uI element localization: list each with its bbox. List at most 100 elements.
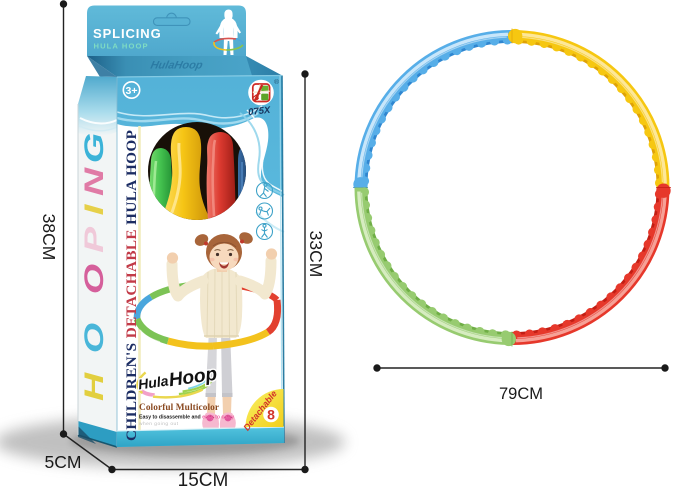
side-bottom-shadow (78, 426, 96, 444)
hoop-joint-yellow (507, 28, 523, 44)
age-badge-text: 3+ (126, 85, 138, 97)
hang-slot-icon (152, 12, 191, 26)
activity-icons (255, 181, 274, 241)
top-face-bg (87, 56, 282, 77)
front-vertical-text: CHILDREN'S DETACHABLE HULA HOOP (123, 130, 140, 441)
front-right-edge-light (279, 75, 283, 444)
girl-hoop-green-front-arc (133, 317, 170, 345)
gymnast-icon-1-figure (259, 186, 269, 198)
girl-left-eye (215, 252, 220, 257)
front-wave-line-1 (116, 111, 259, 125)
hoop-segment-blue (353, 30, 515, 192)
gymnast-icon-3-head (262, 223, 267, 228)
hoop-segment-green (354, 185, 517, 347)
age-badge-circle (122, 81, 141, 100)
height-dimension-line (59, 0, 113, 471)
hoop-segment-yellow-bumps (513, 35, 665, 190)
girl-mouth (219, 262, 229, 269)
brand-logo-green-block-1 (261, 85, 269, 92)
front-height-label: 33CM (306, 231, 326, 278)
girl-hoop-red-front-arc (265, 299, 282, 335)
girl-right-hair-tie (240, 239, 244, 244)
silhouette-hoop-arcs (213, 37, 244, 51)
age-badge: 3+ (122, 81, 141, 100)
brand-logo-cross-h (252, 90, 270, 94)
hoop-segment-blue-inner-shade (364, 40, 513, 188)
girl-face (209, 243, 239, 271)
brand-logo-frame (251, 83, 271, 103)
girl-left-cheek (209, 257, 215, 262)
logo-swoosh-yellow-left (136, 371, 147, 395)
floor-strip-highlight (116, 426, 285, 432)
hoop-segment-red-bumps (509, 189, 665, 341)
header-panel-bg (87, 5, 246, 56)
gymnast-icon-2 (255, 202, 274, 220)
silhouette-body (219, 9, 238, 38)
product-box: SPLICING HULA HOOP HulaHoop (77, 5, 285, 448)
height-line-bottom-dot (59, 430, 68, 438)
girl-hoop-blue-arc (133, 294, 153, 320)
silhouette-hoop-green-arc (225, 44, 244, 51)
tube-yellow-highlight (168, 142, 182, 219)
height-label: 38CM (39, 214, 59, 261)
girl-sweater-ribs (206, 268, 238, 339)
girl-left-calf (207, 397, 216, 414)
hoop-diameter-label: 79CM (499, 385, 543, 403)
hula-silhouette-icon (213, 9, 244, 55)
girl-right-fist (265, 248, 278, 260)
silhouette-hoop-blue-arc (235, 38, 244, 46)
product-window (148, 122, 246, 220)
front-height-line-top-dot (301, 70, 309, 78)
gymnast-icon-3-figure (261, 227, 268, 238)
girl-bangs-strands (212, 241, 237, 248)
header-subtitle: HULA HOOP (94, 42, 149, 51)
dimension-annotations (59, 0, 669, 474)
girl-left-arm (166, 258, 209, 302)
hang-slot-rect (152, 17, 191, 26)
silhouette-hoop-yellow-arc (213, 41, 227, 51)
girl-shoe-laces (205, 415, 233, 419)
registered-mark: ® (274, 78, 279, 86)
hoop-diameter-left-dot (373, 364, 381, 372)
side-letter-o-2: O (80, 264, 110, 294)
girl-right-eye (228, 252, 233, 257)
gymnast-icon-2-circle (255, 202, 274, 220)
gymnast-icon-2-head (258, 206, 263, 211)
ribbon-count-circle (263, 406, 279, 423)
window-tube-yellow (160, 127, 211, 220)
girl-left-capri-band (205, 393, 216, 397)
silhouette-hoop-red-arc (213, 37, 237, 43)
depth-dimension-line (63, 433, 113, 471)
hoop-diameter-dimension-line (373, 364, 669, 372)
gymnast-icon-1-circle (255, 181, 274, 200)
logo-swoosh-cyan (188, 371, 210, 390)
feature-pink: easy to carry (202, 415, 234, 421)
gymnast-icon-2-figure (258, 207, 271, 216)
front-top-edge-highlight (116, 74, 283, 78)
hoop-joint-green (501, 331, 517, 347)
girl-left-hair-tie (204, 241, 208, 246)
feature-black: Easy to disassemble and (139, 415, 202, 421)
side-letter-p-3: P (80, 226, 110, 253)
side-wave-line-2 (78, 125, 118, 132)
brand-code-text: 075X (248, 105, 272, 118)
girl-right-arm (234, 255, 277, 300)
hoop-segment-red-sheen (515, 191, 667, 343)
note-line: when going out (139, 421, 179, 427)
dimension-labels: 38CM 5CM 15CM 33CM 79CM (39, 214, 543, 488)
gymnast-icon-1 (255, 181, 274, 200)
logo-swoosh-yellow-bottom (152, 388, 204, 399)
top-face-shadow-right (246, 56, 282, 76)
logo-swoosh-arcs (136, 371, 214, 399)
silhouette-left-arm (215, 22, 224, 35)
tube-red-highlight (211, 139, 217, 217)
depth-label: 5CM (45, 452, 82, 472)
gymnast-icon-3 (255, 222, 274, 241)
front-vertical-part3: HULA HOOP (123, 130, 140, 225)
feature-line: Easy to disassemble and easy to carry (139, 415, 234, 421)
girl-head (194, 232, 253, 271)
girl-left-fist (166, 252, 179, 264)
hoop-segment-yellow-inner-shade (511, 40, 660, 188)
